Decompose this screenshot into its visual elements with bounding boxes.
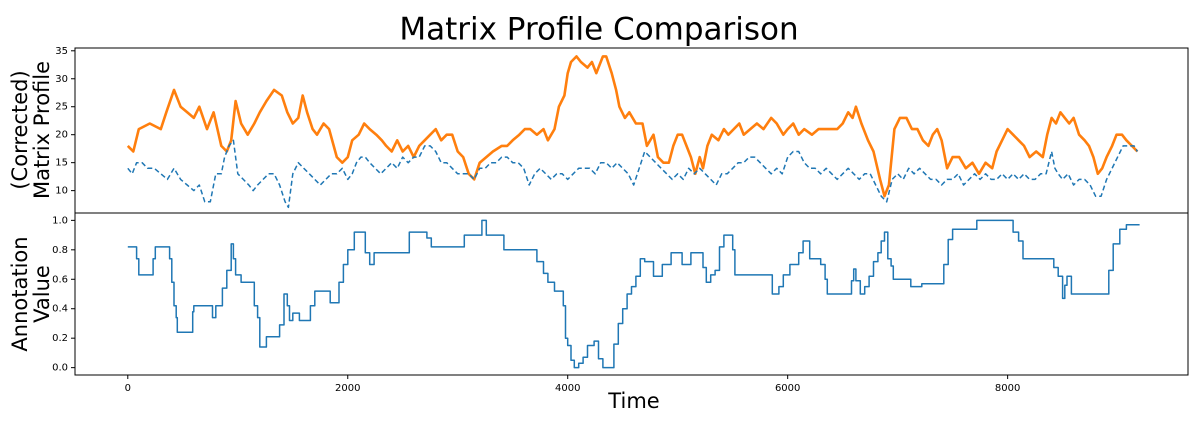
y-tick-label: 0.4 xyxy=(52,304,68,315)
y-label-line: Value xyxy=(30,265,54,323)
y-tick-label: 0.0 xyxy=(52,363,68,374)
y-tick-label: 1.0 xyxy=(52,215,68,226)
annotation-series-group xyxy=(127,219,1140,369)
matrix-profile-y-ticks: 10 15 20 25 30 35 xyxy=(55,46,75,197)
x-tick-label: 2000 xyxy=(335,383,360,394)
matrix-profile-panel: 10 15 20 25 30 35 (Corrected)Matrix Profile xyxy=(8,46,1189,214)
x-axis-label: Time xyxy=(607,389,659,413)
time-x-ticks: 0 2000 4000 6000 8000 xyxy=(125,375,1020,394)
annotation-y-ticks: 0.0 0.2 0.4 0.6 0.8 1.0 xyxy=(52,215,75,374)
y-tick-label: 0.6 xyxy=(52,274,68,285)
y-tick-label: 0.2 xyxy=(52,333,68,344)
annotation-y-label: AnnotationValue xyxy=(8,236,54,351)
matrix-profile-y-label: (Corrected)Matrix Profile xyxy=(8,61,54,199)
y-tick-label: 10 xyxy=(55,186,68,197)
series-line-matrix-profile-1 xyxy=(127,139,1139,209)
y-tick-label: 20 xyxy=(55,130,68,141)
y-tick-label: 30 xyxy=(55,74,68,85)
matrix-profile-frame xyxy=(74,47,1189,214)
y-tick-label: 25 xyxy=(55,102,68,113)
chart-title: Matrix Profile Comparison xyxy=(399,12,798,48)
matrix-profile-series-group xyxy=(126,55,1139,209)
y-tick-label: 0.8 xyxy=(52,245,68,256)
annotation-panel: 0.0 0.2 0.4 0.6 0.8 1.0 0 2000 4000 6000 8000 Ann… xyxy=(8,212,1189,413)
series-line-annotation-0 xyxy=(127,219,1140,369)
series-line-matrix-profile-0 xyxy=(126,55,1139,198)
x-tick-label: 0 xyxy=(125,383,131,394)
y-label-line: Matrix Profile xyxy=(30,61,54,199)
x-tick-label: 8000 xyxy=(995,383,1020,394)
y-label-line: Annotation xyxy=(8,236,32,351)
y-label-line: (Corrected) xyxy=(8,70,32,189)
annotation-frame xyxy=(74,212,1189,376)
y-tick-label: 15 xyxy=(55,158,68,169)
x-tick-label: 4000 xyxy=(555,383,580,394)
y-tick-label: 35 xyxy=(55,46,68,57)
x-tick-label: 6000 xyxy=(775,383,800,394)
